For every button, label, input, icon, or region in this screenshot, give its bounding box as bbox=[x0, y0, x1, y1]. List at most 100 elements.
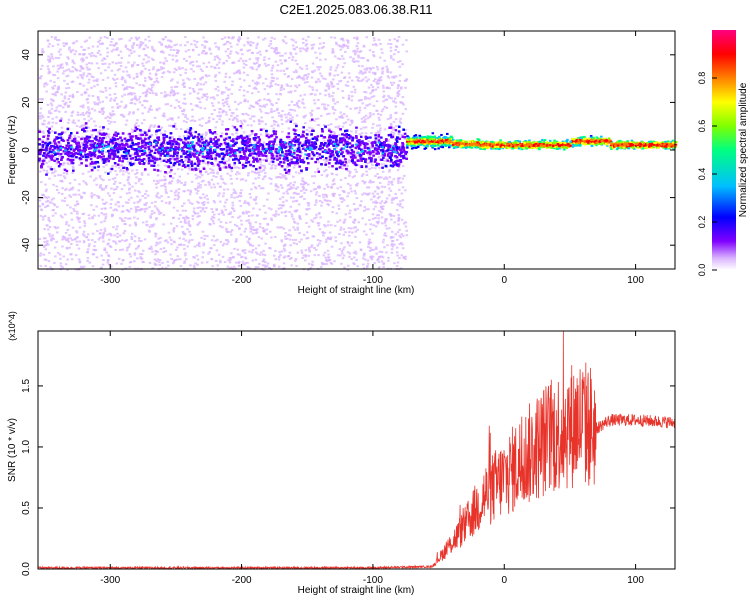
heat-cell bbox=[162, 247, 166, 250]
heat-cell bbox=[372, 248, 375, 251]
heat-cell bbox=[383, 105, 387, 108]
heat-cell bbox=[127, 181, 130, 184]
heat-cell bbox=[269, 84, 273, 87]
heat-cell bbox=[54, 255, 57, 258]
heat-cell bbox=[175, 248, 178, 251]
heat-cell bbox=[396, 92, 399, 95]
heat-cell bbox=[198, 123, 202, 126]
heat-cell bbox=[364, 132, 368, 135]
heat-cell bbox=[347, 227, 351, 230]
heat-cell bbox=[204, 81, 208, 84]
heat-cell bbox=[66, 258, 69, 261]
heat-cell bbox=[387, 180, 391, 183]
heat-cell bbox=[173, 259, 176, 262]
heat-cell bbox=[240, 223, 243, 226]
heat-cell bbox=[145, 61, 148, 64]
heat-cell bbox=[96, 45, 100, 48]
heat-cell bbox=[189, 102, 193, 105]
heat-cell bbox=[186, 217, 189, 220]
heat-cell bbox=[325, 107, 328, 110]
heat-cell bbox=[289, 53, 293, 56]
heat-cell bbox=[326, 259, 330, 262]
heat-cell bbox=[177, 188, 181, 191]
heat-cell bbox=[81, 213, 85, 216]
heat-cell bbox=[41, 139, 44, 142]
heat-cell bbox=[366, 262, 370, 265]
heat-cell bbox=[249, 228, 253, 231]
heat-cell bbox=[73, 62, 76, 65]
heat-cell bbox=[113, 78, 116, 81]
heat-cell bbox=[379, 127, 382, 130]
heat-cell bbox=[321, 193, 325, 196]
heat-cell bbox=[98, 232, 102, 235]
heat-cell bbox=[140, 137, 144, 140]
heat-cell bbox=[306, 208, 309, 211]
heat-cell bbox=[381, 72, 384, 75]
heat-cell bbox=[255, 81, 259, 84]
heat-cell bbox=[274, 215, 277, 218]
heat-cell bbox=[114, 85, 118, 88]
heat-cell bbox=[166, 93, 169, 96]
heat-cell bbox=[377, 217, 380, 220]
heat-cell bbox=[181, 230, 185, 233]
heat-cell bbox=[378, 250, 382, 253]
heat-cell bbox=[247, 210, 251, 213]
heat-cell bbox=[268, 86, 272, 89]
heat-cell bbox=[369, 246, 372, 249]
heat-cell bbox=[167, 182, 171, 185]
heat-cell bbox=[94, 223, 97, 226]
heat-cell bbox=[345, 115, 349, 118]
heat-cell bbox=[374, 205, 377, 208]
heat-cell bbox=[110, 50, 114, 53]
heat-cell bbox=[168, 181, 172, 184]
heat-cell bbox=[327, 253, 330, 256]
heat-cell bbox=[86, 259, 89, 262]
heat-cell bbox=[309, 119, 312, 122]
heat-cell bbox=[98, 129, 102, 132]
heat-cell bbox=[267, 133, 271, 136]
heat-cell bbox=[201, 193, 205, 196]
heat-cell bbox=[193, 211, 197, 214]
heat-cell bbox=[193, 39, 196, 42]
heat-cell bbox=[317, 224, 320, 227]
heat-cell bbox=[65, 69, 68, 72]
heat-cell bbox=[341, 257, 345, 260]
heat-cell bbox=[106, 55, 109, 58]
heat-cell bbox=[308, 250, 311, 253]
heat-cell bbox=[358, 106, 362, 109]
heat-cell bbox=[245, 212, 248, 215]
heat-cell bbox=[105, 163, 108, 166]
heat-cell bbox=[341, 149, 344, 152]
heat-cell bbox=[158, 158, 161, 161]
heat-cell bbox=[360, 174, 364, 177]
heat-cell bbox=[212, 171, 215, 174]
heat-cell bbox=[47, 70, 51, 73]
heat-cell bbox=[88, 217, 91, 220]
heat-cell bbox=[400, 133, 404, 136]
heat-cell bbox=[168, 202, 171, 205]
heat-cell bbox=[367, 240, 371, 243]
heat-cell bbox=[279, 89, 283, 92]
heat-cell bbox=[170, 46, 173, 49]
heat-cell bbox=[170, 190, 173, 193]
heat-cell bbox=[276, 123, 280, 126]
heat-cell bbox=[171, 136, 174, 139]
heat-cell bbox=[87, 126, 90, 129]
heat-cell bbox=[383, 94, 386, 97]
heat-cell bbox=[143, 47, 146, 50]
heat-cell bbox=[317, 155, 320, 158]
heat-cell bbox=[298, 66, 302, 69]
heat-cell bbox=[178, 67, 182, 70]
heat-cell bbox=[191, 218, 195, 221]
heat-cell bbox=[257, 82, 260, 85]
heat-cell bbox=[133, 216, 136, 219]
heat-cell bbox=[213, 132, 216, 135]
heat-cell bbox=[205, 162, 208, 165]
heat-cell bbox=[56, 70, 59, 73]
heat-cell bbox=[339, 254, 342, 257]
heat-cell bbox=[199, 68, 203, 71]
heat-cell bbox=[258, 168, 261, 171]
heat-cell bbox=[46, 171, 49, 174]
heat-cell bbox=[340, 250, 344, 253]
heat-cell bbox=[69, 195, 72, 198]
